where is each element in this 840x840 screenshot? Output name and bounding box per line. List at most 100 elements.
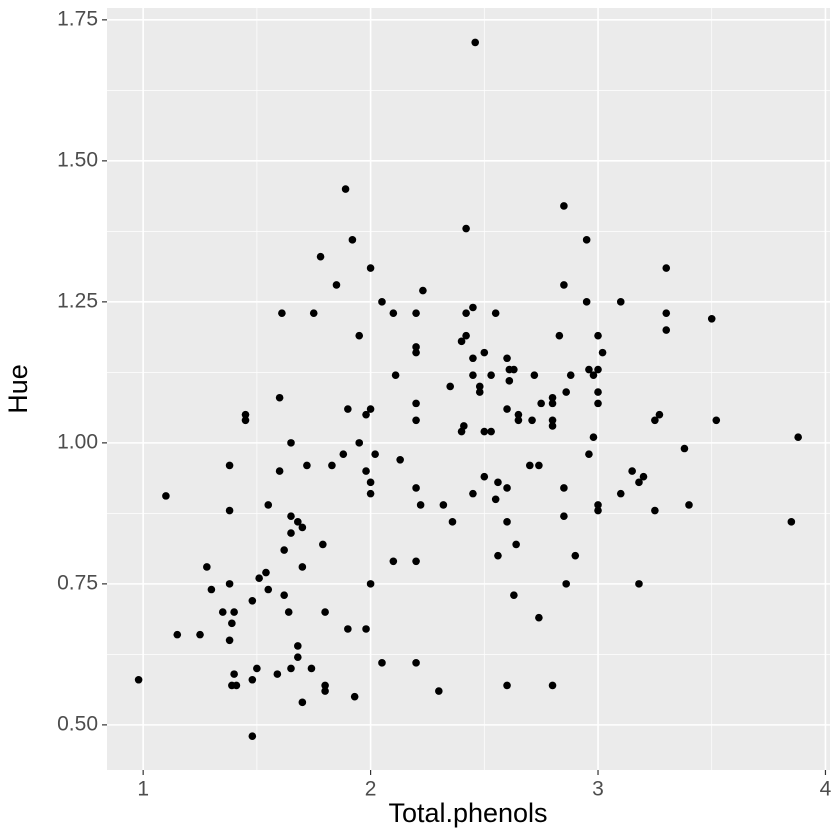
point <box>275 393 284 402</box>
point <box>389 557 398 566</box>
point <box>598 348 607 357</box>
point <box>248 675 257 684</box>
point <box>635 580 643 588</box>
point <box>298 698 307 707</box>
point <box>262 568 270 577</box>
x-tick-label: 1 <box>137 778 149 801</box>
point <box>491 495 500 504</box>
point <box>680 444 689 453</box>
point <box>471 38 480 47</box>
point <box>446 382 454 391</box>
point <box>366 580 375 588</box>
point <box>480 427 489 436</box>
point <box>494 478 502 487</box>
point <box>225 636 234 645</box>
point <box>562 388 570 396</box>
point <box>294 518 302 526</box>
point <box>555 331 564 340</box>
point <box>362 410 370 419</box>
point <box>341 185 350 193</box>
point <box>594 506 602 515</box>
point <box>287 664 295 673</box>
point <box>298 523 307 532</box>
point <box>535 613 543 622</box>
point <box>494 551 502 560</box>
point <box>589 371 598 379</box>
point <box>241 416 250 425</box>
point <box>469 371 477 379</box>
point <box>548 393 557 402</box>
point <box>566 371 575 379</box>
point <box>378 298 386 306</box>
point <box>487 427 495 436</box>
point <box>462 309 470 317</box>
point <box>225 506 234 515</box>
point <box>280 591 288 599</box>
point <box>412 343 420 351</box>
point <box>321 681 329 690</box>
point <box>248 596 257 605</box>
y-tick-label: 0.50 <box>57 712 98 735</box>
point <box>616 298 625 306</box>
point <box>319 540 327 549</box>
point <box>412 484 420 492</box>
point <box>248 732 257 740</box>
x-tick-label: 3 <box>592 778 604 801</box>
point <box>560 512 568 520</box>
point <box>396 455 404 464</box>
point <box>134 675 143 684</box>
point <box>362 625 370 633</box>
x-tick-label: 2 <box>365 778 377 801</box>
point <box>651 506 659 515</box>
point <box>562 580 570 588</box>
point <box>255 574 263 583</box>
point <box>548 422 557 430</box>
point <box>332 281 341 289</box>
point <box>448 518 457 526</box>
point <box>435 687 443 695</box>
point <box>389 309 398 317</box>
point <box>366 478 375 487</box>
point <box>303 461 311 470</box>
point <box>457 337 466 346</box>
y-tick-label: 1.00 <box>57 430 98 453</box>
x-tick-label: 4 <box>820 778 832 801</box>
point <box>350 692 359 701</box>
point <box>328 461 336 470</box>
point <box>460 422 468 430</box>
point <box>419 286 427 295</box>
point <box>503 405 511 413</box>
point <box>514 410 523 419</box>
point <box>787 518 796 526</box>
point <box>794 433 802 442</box>
point <box>218 608 227 616</box>
point <box>662 326 671 334</box>
y-tick-label: 0.75 <box>57 571 98 594</box>
point <box>412 348 420 357</box>
point <box>525 461 534 470</box>
point <box>589 433 598 442</box>
point <box>348 236 357 244</box>
point <box>503 681 511 690</box>
point <box>528 416 536 425</box>
y-tick-label: 1.50 <box>57 148 98 171</box>
point <box>505 377 514 385</box>
point <box>162 492 170 500</box>
point <box>203 563 211 571</box>
point <box>230 608 238 616</box>
point <box>560 281 568 289</box>
point <box>412 557 420 566</box>
point <box>475 388 484 396</box>
point <box>280 546 288 554</box>
point <box>537 399 545 408</box>
panel <box>107 8 830 770</box>
point <box>571 551 580 560</box>
point <box>225 580 234 588</box>
point <box>548 416 557 425</box>
point <box>371 450 379 458</box>
point <box>535 461 543 470</box>
point <box>585 450 593 458</box>
point <box>294 653 302 661</box>
point <box>298 563 307 571</box>
